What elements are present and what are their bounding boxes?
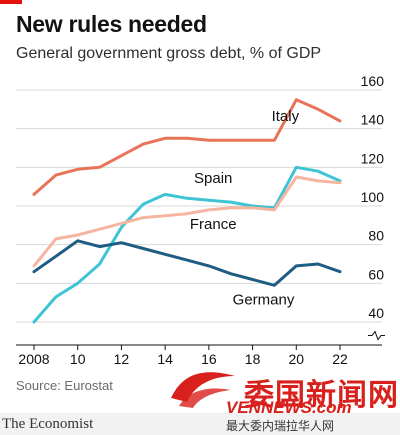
brand-accent-bar — [0, 0, 22, 4]
y-axis-break-icon — [368, 330, 385, 341]
x-tick-label-2010: 10 — [70, 351, 86, 367]
x-tick-label-2016: 16 — [201, 351, 217, 367]
y-tick-label-100: 100 — [361, 189, 385, 205]
chart-series — [32, 98, 342, 324]
x-tick-label-2018: 18 — [245, 351, 261, 367]
chart-axes: 40 60 80 100 120 140 160 2008 10 12 14 16 18 20 22 — [16, 73, 385, 367]
watermark-tagline: 最大委内瑞拉华人网 — [226, 419, 335, 433]
brand-name: The Economist — [2, 416, 94, 432]
footer-bar — [0, 413, 400, 435]
watermark-text: 委国新闻网 — [244, 379, 399, 412]
chart-series-labels: Italy Spain France Germany — [190, 108, 300, 309]
x-tick-label-2022: 22 — [332, 351, 348, 367]
y-tick-label-60: 60 — [368, 266, 384, 282]
y-tick-label-120: 120 — [361, 150, 385, 166]
series-label-italy: Italy — [272, 108, 300, 125]
series-line-italy — [32, 98, 342, 196]
series-label-spain: Spain — [194, 170, 232, 187]
y-tick-label-160: 160 — [361, 73, 385, 89]
watermark-logo — [171, 372, 235, 408]
y-tick-label-40: 40 — [368, 305, 384, 321]
x-tick-label-2008: 2008 — [18, 351, 49, 367]
chart-title: New rules needed — [16, 11, 207, 37]
series-label-france: France — [190, 216, 237, 233]
source-note: Source: Eurostat — [16, 378, 113, 393]
line-chart: 40 60 80 100 120 140 160 2008 10 12 14 16 18 20 22 Ita… — [16, 73, 385, 367]
x-tick-label-2012: 12 — [114, 351, 130, 367]
chart-subtitle: General government gross debt, % of GDP — [16, 45, 322, 62]
watermark-url: VENNEWS.com — [226, 398, 352, 417]
y-tick-label-80: 80 — [368, 228, 384, 244]
series-line-france — [32, 175, 342, 268]
series-label-germany: Germany — [233, 292, 295, 309]
series-line-spain — [32, 165, 342, 324]
y-tick-label-140: 140 — [361, 112, 385, 128]
x-tick-label-2014: 14 — [157, 351, 173, 367]
series-line-germany — [32, 239, 342, 287]
x-tick-label-2020: 20 — [288, 351, 304, 367]
